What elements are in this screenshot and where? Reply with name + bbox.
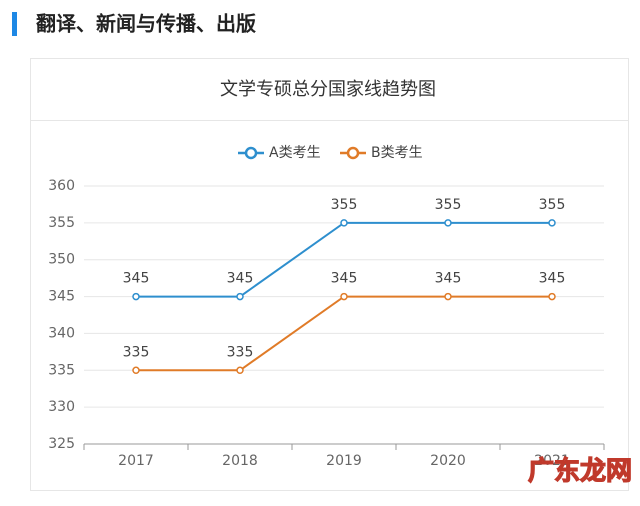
y-tick-label: 340	[48, 325, 75, 341]
x-tick-label: 2020	[430, 453, 466, 469]
plot: 325 330 335 340 345 350 355 360 2017 2018 2019 2020…	[48, 145, 605, 469]
point	[340, 292, 348, 301]
data-label: 355	[539, 197, 566, 213]
data-label: 345	[539, 271, 566, 287]
chart-card	[30, 58, 629, 491]
y-tick-label: 345	[48, 289, 75, 305]
watermark: 广东龙网	[528, 456, 632, 487]
point	[340, 219, 348, 227]
header-accent	[12, 12, 17, 36]
point	[236, 292, 244, 301]
data-label: 355	[331, 197, 358, 213]
point	[548, 292, 556, 301]
point	[132, 292, 140, 301]
point	[132, 366, 140, 375]
data-label: 345	[123, 271, 150, 287]
data-label: 335	[227, 344, 254, 360]
y-tick-label: 360	[48, 178, 75, 194]
data-label: 335	[123, 344, 150, 360]
x-tick-label: 2017	[118, 453, 154, 469]
y-tick-label: 335	[48, 362, 75, 378]
y-tick-label: 355	[48, 215, 75, 231]
data-label: 345	[331, 271, 358, 287]
point	[444, 219, 452, 227]
legend-marker	[244, 146, 258, 160]
y-tick-label: 350	[48, 252, 75, 268]
x-tick-label: 2018	[222, 453, 258, 469]
data-label: 345	[435, 271, 462, 287]
point	[548, 219, 556, 227]
point	[444, 292, 452, 301]
data-label: 345	[227, 271, 254, 287]
x-tick-label: 2021	[534, 453, 570, 469]
point	[236, 366, 244, 375]
legend-label: A类考生	[269, 145, 321, 161]
legend-label: B类考生	[371, 145, 423, 161]
header-title: 翻译、新闻与传播、出版	[36, 12, 256, 36]
data-label: 355	[435, 197, 462, 213]
chart-title: 文学专硕总分国家线趋势图	[220, 79, 436, 100]
y-tick-label: 330	[48, 399, 75, 415]
legend-marker	[346, 146, 360, 160]
y-tick-label: 325	[48, 436, 75, 452]
x-tick-label: 2019	[326, 453, 362, 469]
